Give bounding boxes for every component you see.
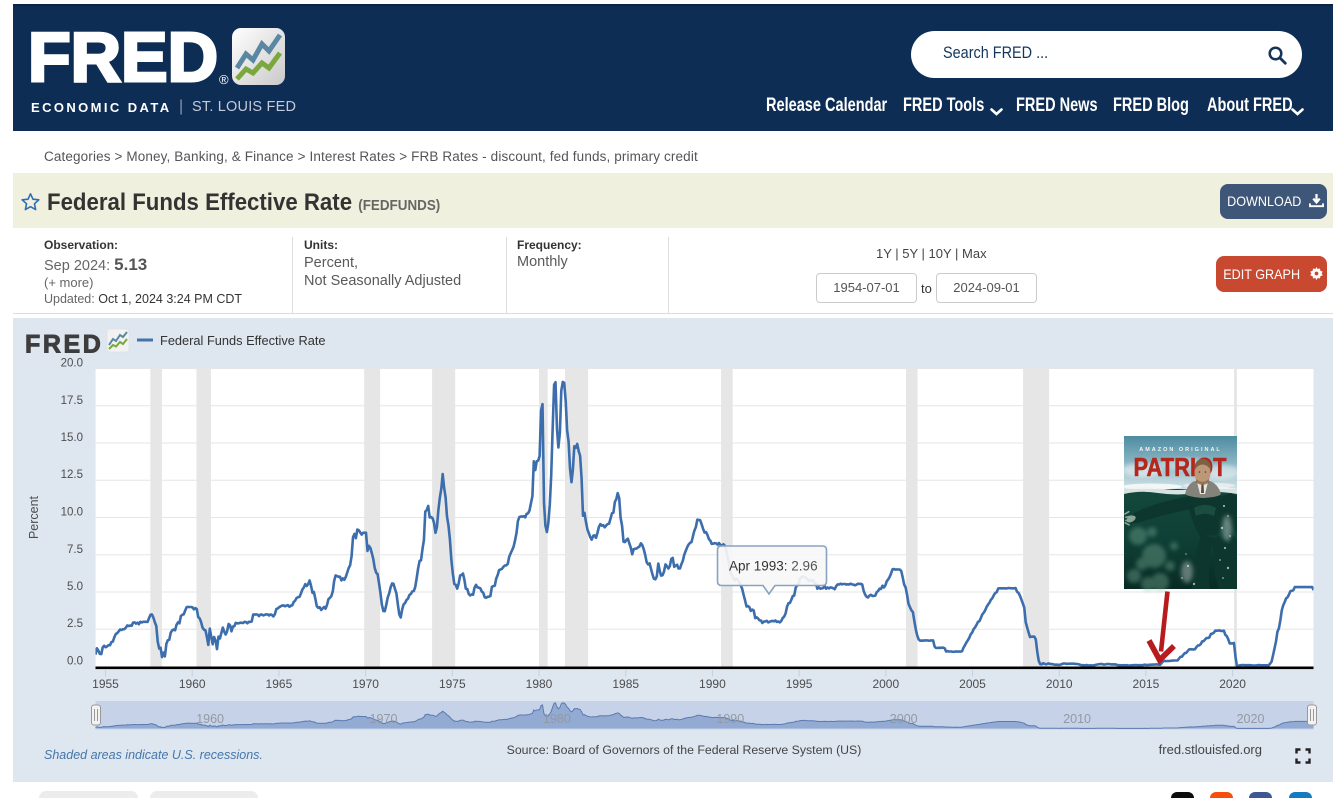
svg-text:17.5: 17.5 [61, 394, 83, 406]
svg-text:1960: 1960 [179, 677, 206, 691]
svg-text:Federal Funds Effective Rate: Federal Funds Effective Rate [160, 333, 326, 348]
svg-text:10.0: 10.0 [61, 506, 83, 518]
svg-text:2020: 2020 [1219, 677, 1246, 691]
svg-text:PATRIOT: PATRIOT [1134, 452, 1227, 482]
svg-text:5.0: 5.0 [67, 581, 83, 593]
svg-text:15.0: 15.0 [61, 432, 83, 444]
svg-text:2010: 2010 [1046, 677, 1073, 691]
svg-text:Apr 1993: 2.96: Apr 1993: 2.96 [729, 558, 818, 573]
svg-text:1955: 1955 [92, 677, 119, 691]
svg-text:1990: 1990 [699, 677, 726, 691]
svg-text:2020: 2020 [1237, 712, 1265, 726]
svg-text:1960: 1960 [196, 712, 224, 726]
svg-text:1965: 1965 [266, 677, 293, 691]
svg-text:0.0: 0.0 [67, 655, 83, 667]
svg-text:2010: 2010 [1063, 712, 1091, 726]
svg-text:1970: 1970 [370, 712, 398, 726]
svg-text:12.5: 12.5 [61, 469, 83, 481]
svg-text:7.5: 7.5 [67, 543, 83, 555]
svg-text:Source: Board of Governors of: Source: Board of Governors of the Federa… [507, 743, 862, 757]
svg-text:2000: 2000 [890, 712, 918, 726]
svg-text:1990: 1990 [716, 712, 744, 726]
svg-text:Shaded areas indicate U.S. rec: Shaded areas indicate U.S. recessions. [44, 748, 263, 762]
svg-text:2005: 2005 [959, 677, 986, 691]
svg-text:1980: 1980 [543, 712, 571, 726]
svg-text:2000: 2000 [872, 677, 899, 691]
svg-text:1980: 1980 [526, 677, 553, 691]
svg-text:20.0: 20.0 [61, 357, 83, 369]
svg-text:1975: 1975 [439, 677, 466, 691]
svg-text:FRED: FRED [25, 330, 103, 358]
svg-text:®: ® [219, 72, 229, 87]
svg-text:1985: 1985 [612, 677, 639, 691]
svg-text:1970: 1970 [352, 677, 379, 691]
svg-text:2015: 2015 [1133, 677, 1160, 691]
svg-text:Percent: Percent [27, 495, 41, 539]
svg-text:1995: 1995 [786, 677, 813, 691]
svg-text:FRED: FRED [31, 27, 218, 87]
svg-text:AMAZON ORIGINAL: AMAZON ORIGINAL [1139, 447, 1222, 453]
svg-text:2.5: 2.5 [67, 618, 83, 630]
svg-text:fred.stlouisfed.org: fred.stlouisfed.org [1159, 742, 1262, 757]
